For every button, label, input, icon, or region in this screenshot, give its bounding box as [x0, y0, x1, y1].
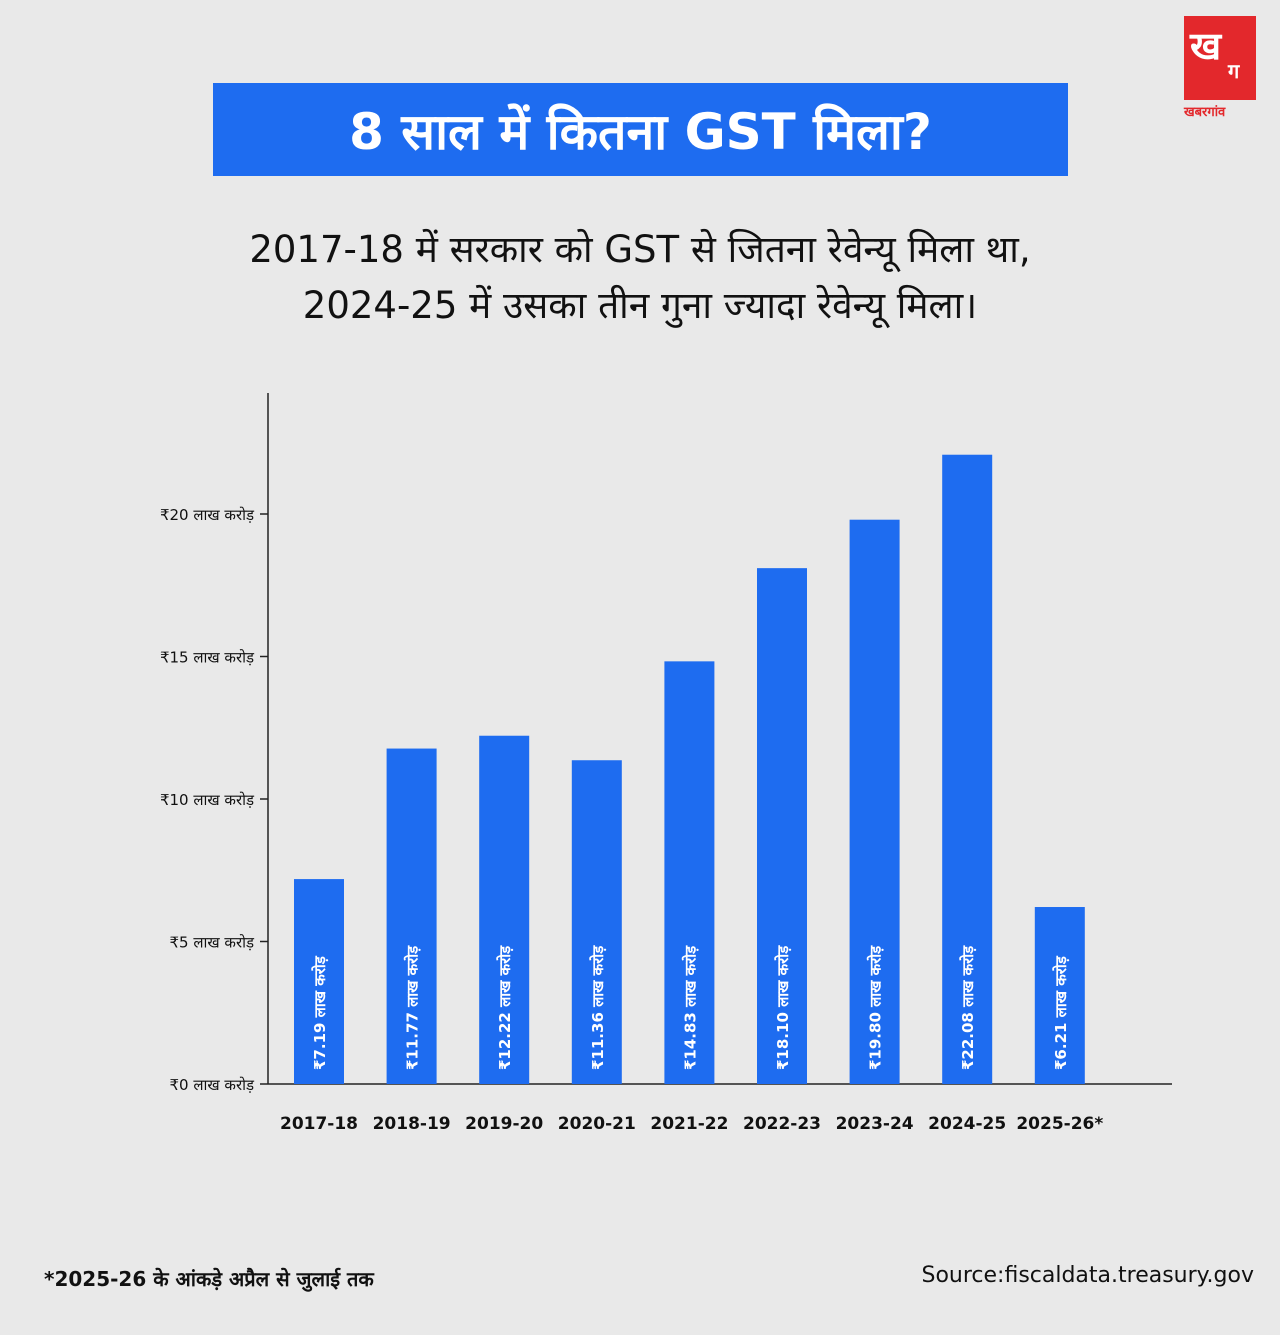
bar-value-label: ₹19.80 लाख करोड़ [867, 945, 885, 1070]
bar-value-label: ₹11.36 लाख करोड़ [589, 945, 607, 1070]
logo-text: खबरगांव [1184, 105, 1226, 120]
footnote: *2025-26 के आंकड़े अप्रैल से जुलाई तक [44, 1267, 374, 1291]
subtitle-line-2: 2024-25 में उसका तीन गुना ज्यादा रेवेन्य… [302, 284, 978, 327]
bar-value-label: ₹7.19 लाख करोड़ [311, 955, 329, 1070]
subtitle: 2017-18 में सरकार को GST से जितना रेवेन्… [0, 222, 1280, 334]
source-credit: Source:fiscaldata.treasury.gov [921, 1263, 1254, 1288]
x-tick-label: 2022-23 [743, 1114, 821, 1134]
y-tick-label: ₹0 लाख करोड़ [169, 1076, 254, 1094]
subtitle-line-1: 2017-18 में सरकार को GST से जितना रेवेन्… [249, 228, 1031, 271]
bar [386, 748, 437, 1084]
y-tick-label: ₹5 लाख करोड़ [169, 934, 254, 952]
x-tick-label: 2020-21 [558, 1114, 636, 1134]
bar-value-label: ₹11.77 लाख करोड़ [404, 945, 422, 1070]
bar-value-label: ₹18.10 लाख करोड़ [774, 945, 792, 1070]
logo-sub: ग [1228, 59, 1240, 83]
x-tick-label: 2023-24 [836, 1114, 914, 1134]
bar [664, 661, 715, 1084]
bar [1034, 907, 1085, 1084]
logo-mark-box: ख ग [1184, 16, 1256, 100]
y-tick-label: ₹10 लाख करोड़ [160, 791, 255, 809]
title-banner: 8 साल में कितना GST मिला? [213, 83, 1068, 176]
bar [942, 454, 993, 1085]
x-tick-label: 2021-22 [650, 1114, 728, 1134]
y-tick-label: ₹20 लाख करोड़ [160, 506, 255, 524]
x-tick-label: 2017-18 [280, 1114, 358, 1134]
bar-value-label: ₹14.83 लाख करोड़ [681, 945, 699, 1070]
page-title: 8 साल में कितना GST मिला? [349, 102, 932, 161]
bar-value-label: ₹6.21 लाख करोड़ [1052, 955, 1070, 1070]
x-tick-label: 2018-19 [373, 1114, 451, 1134]
x-tick-label: 2025-26* [1016, 1114, 1103, 1134]
brand-logo: ख ग खबरगांव [1184, 16, 1270, 120]
bar-value-label: ₹12.22 लाख करोड़ [496, 945, 514, 1070]
bar [571, 760, 622, 1084]
bar [849, 519, 900, 1084]
bar-value-label: ₹22.08 लाख करोड़ [959, 945, 977, 1070]
bar [757, 568, 807, 1084]
bar [479, 735, 530, 1084]
bar [294, 879, 344, 1084]
y-tick-label: ₹15 लाख करोड़ [160, 649, 255, 667]
x-tick-label: 2019-20 [465, 1114, 543, 1134]
x-tick-label: 2024-25 [928, 1114, 1006, 1134]
logo-mark: ख [1190, 24, 1222, 68]
